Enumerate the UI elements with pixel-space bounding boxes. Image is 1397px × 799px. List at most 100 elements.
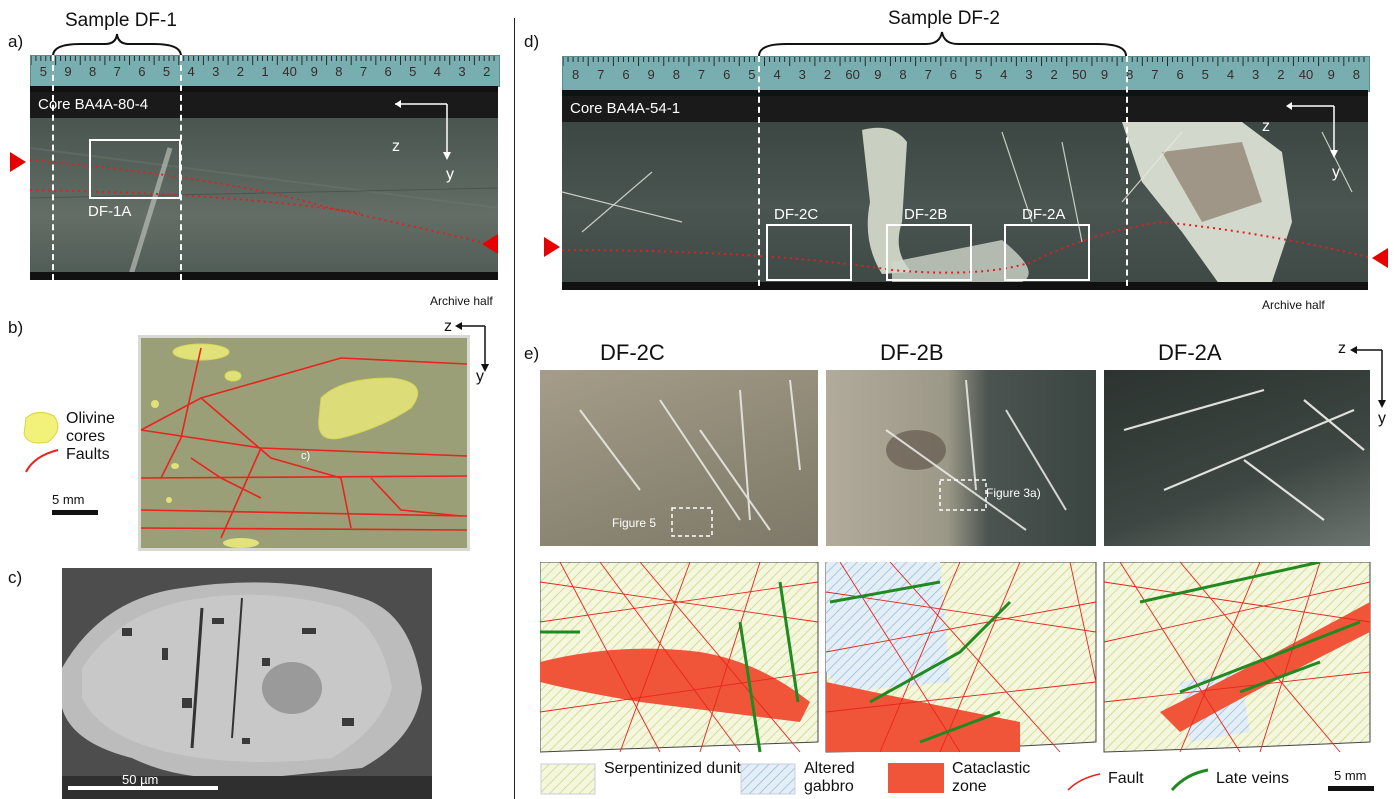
fault-marker-right-d [1372,248,1388,268]
archive-half-a: Archive half [430,294,493,308]
ruler-number: 5 [748,67,755,82]
ruler-number: 6 [1176,67,1183,82]
core-d-overlay [562,122,1368,290]
core-d-band [562,90,1368,96]
veins-legend-swatch [1170,768,1209,792]
core-d-axis-y: y [1332,164,1340,181]
ruler-number: 9 [64,64,71,79]
ruler-a-ticks: 5 9 8 7 6 5 4 3 2 1 40 9 8 7 6 5 4 3 2 [30,56,495,79]
ruler-number: 4 [1000,67,1007,82]
e-axis-arrows [1350,346,1386,408]
panel-divider [514,18,515,799]
ruler-number: 50 [1072,67,1086,82]
ruler-number: 3 [1252,67,1259,82]
df2a-photo-veins [1123,388,1365,521]
e-axis-y: y [1378,410,1386,427]
ruler-number: 4 [1227,67,1234,82]
ruler-number: 8 [673,67,680,82]
df2c-photo: Figure 5 [540,370,818,546]
ruler-number: 5 [1202,67,1209,82]
olivine-legend-text: Olivine cores [66,410,115,445]
serp-legend-text: Serpentinized dunite [604,760,750,777]
ruler-number: 6 [723,67,730,82]
ruler-number: 6 [950,67,957,82]
ruler-number: 9 [1328,67,1335,82]
archive-half-d: Archive half [1262,298,1325,312]
ruler-number: 9 [874,67,881,82]
core-d-header: Core BA4A-54-1 [562,96,1368,122]
scale-e-text: 5 mm [1334,768,1367,783]
ruler-number: 6 [138,64,145,79]
ruler-number: 40 [282,64,296,79]
ruler-number: 8 [899,67,906,82]
df2a-photo [1104,370,1370,546]
scale-e-bar [1328,786,1374,791]
df2-boundary-right [1126,56,1128,296]
sample-df1-bracket [52,33,182,57]
core-a-label: Core BA4A-80-4 [38,96,149,113]
core-a-axis-y: y [446,166,454,183]
ruler-number: 40 [1299,67,1313,82]
df2a-title: DF-2A [1158,340,1222,365]
core-d-photo: DF-2C DF-2B DF-2A z y [562,122,1368,290]
ruler-number: 7 [114,64,121,79]
callout-c: c) [301,450,311,462]
ruler-number: 7 [698,67,705,82]
thin-section-axis-arrows [455,322,489,372]
ruler-number: 8 [1126,67,1133,82]
panel-b-label: b) [8,318,24,337]
faults-legend-text: Faults [66,446,110,463]
ruler-number: 2 [1051,67,1058,82]
fault-marker-left-a [10,152,26,172]
ruler-number: 5 [409,64,416,79]
thin-section-overlay [140,343,468,548]
ruler-number: 3 [799,67,806,82]
ruler-number: 7 [360,64,367,79]
ruler-number: 2 [237,64,244,79]
ruler-number: 5 [975,67,982,82]
core-a-overlay [30,139,498,280]
df2b-title: DF-2B [880,340,944,365]
ruler-number: 5 [40,64,47,79]
core-d-label: Core BA4A-54-1 [570,100,681,117]
fault-legend-swatch [1067,773,1101,791]
faults-legend-swatch [25,449,59,473]
thin-section-axis-y: y [476,368,484,385]
df2b-map [825,562,1097,753]
gabbro-legend-swatch [740,763,796,795]
fault-legend-text: Fault [1108,770,1144,787]
df2c-box-label: DF-2C [774,206,819,223]
df2b-photo: Figure 3a) [826,370,1096,546]
thin-section-axis-z: z [444,318,452,335]
sem-image: 50 µm [62,568,432,799]
core-d-axis-z: z [1262,122,1270,135]
figure5-callout: Figure 5 [612,516,657,530]
ruler-number: 7 [597,67,604,82]
e-axis-z: z [1338,340,1346,357]
ruler-number: 4 [187,64,194,79]
ruler-d: 8 7 6 9 8 7 6 5 4 3 2 60 9 8 7 6 5 4 3 2 50 9 8 7 6 5 4 3 2 40 9 8 [562,56,1370,92]
ruler-number: 9 [311,64,318,79]
df2-boundary-left [758,56,760,296]
scale-b-text: 5 mm [52,492,85,507]
ruler-number: 4 [773,67,780,82]
df1-boundary-left [52,55,54,290]
df2b-photo-veins [885,379,1067,531]
sem-overlay [62,582,432,799]
core-d-axis-arrows [1286,102,1338,158]
panel-e-label: e) [524,344,540,363]
fault-marker-right-a [482,234,498,254]
core-a-axis-arrows [395,100,451,160]
df2c-map [540,562,819,753]
ruler-number: 2 [1277,67,1284,82]
ruler-number: 6 [385,64,392,79]
ruler-number: 7 [925,67,932,82]
ruler-number: 9 [648,67,655,82]
core-a-photo: DF-1A z y [30,118,498,280]
df2c-photo-veins [579,379,801,537]
df2c-title: DF-2C [600,340,665,365]
panel-d-label: d) [524,32,540,51]
ruler-number: 3 [212,64,219,79]
core-a-header: Core BA4A-80-4 [30,92,498,118]
ruler-number: 5 [163,64,170,79]
